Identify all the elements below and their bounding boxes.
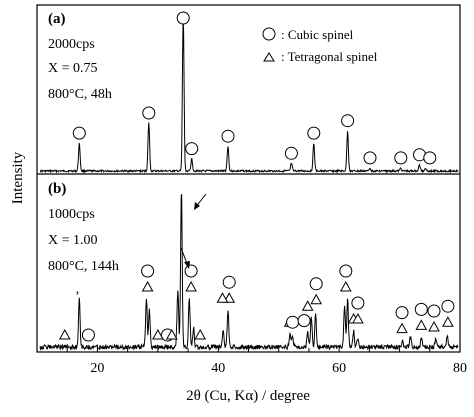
cubic-marker-circle-icon [221,129,235,143]
cubic-marker-circle-icon [286,315,300,329]
y-axis-title: Intensity [10,151,26,204]
tetragonal-marker-triangle-icon [216,292,229,303]
panel-a-tag: (a) [48,11,66,27]
x-tick-label: 20 [90,361,104,376]
cubic-marker-circle-icon [427,304,441,318]
tetragonal-marker-triangle-icon [185,280,197,292]
cubic-marker-circle-icon [341,114,355,128]
arrows-panel-b [180,193,207,269]
tetragonal-marker-triangle-icon [301,300,314,311]
tetragonal-marker-triangle-icon [58,328,71,340]
tetragonal-marker-triangle-icon [352,312,364,324]
cubic-marker-circle-icon [441,299,455,313]
tetragonal-marker-triangle-icon [310,293,323,305]
cubic-marker-circle-icon [142,106,156,120]
tetragonal-marker-triangle-icon [428,320,440,332]
cubic-marker-circle-icon [363,151,377,165]
markers-panel-a [72,11,437,165]
x-axis-title: 2θ (Cu, Kα) / degree [186,388,310,404]
cubic-marker-circle-icon [414,302,428,316]
legend-triangle-icon [263,52,275,62]
cubic-marker-circle-icon [141,264,155,278]
cubic-marker-circle-icon [297,314,311,328]
cubic-marker-circle-icon [309,277,323,291]
legend-circle-icon [262,27,276,41]
panel-a-note-2: X = 0.75 [48,61,98,76]
legend-cubic-label: : Cubic spinel [281,27,354,42]
tetragonal-marker-triangle-icon [442,316,454,327]
cubic-marker-circle-icon [185,142,199,156]
tetragonal-marker-triangle-icon [396,322,408,334]
panel-a-note-1: 2000cps [48,37,95,52]
tetragonal-marker-triangle-icon [339,280,352,292]
spectrum-a-line [39,17,459,174]
panel-b-note-3: 800°C, 144h [48,259,119,274]
legend-tetragonal-label: : Tetragonal spinel [281,49,378,64]
cubic-marker-circle-icon [284,146,298,160]
cubic-marker-circle-icon [394,151,408,165]
cubic-marker-circle-icon [81,328,95,342]
cubic-marker-circle-icon [307,126,321,140]
panel-b-note-1: 1000cps [48,207,95,222]
markers-panel-b: , [58,264,455,342]
x-tick-label: 40 [211,361,225,376]
cubic-marker-circle-icon [184,264,198,278]
arrowhead-tetragonal [194,202,200,210]
cubic-marker-circle-icon [222,275,236,289]
panel-b-tag: (b) [48,181,66,197]
cubic-marker-circle-icon [72,126,86,140]
x-tick-label: 60 [332,361,346,376]
cubic-marker-circle-icon [395,306,409,320]
panel-a-note-3: 800°C, 48h [48,87,112,102]
cubic-marker-circle-icon [423,151,437,165]
arrowhead-cubic [184,261,190,269]
tetragonal-marker-triangle-icon [194,328,207,340]
tetragonal-marker-triangle-icon [415,319,428,330]
tetragonal-marker-triangle-icon [141,280,154,292]
cubic-marker-circle-icon [339,264,353,278]
tetragonal-marker-triangle-icon [152,328,164,340]
panel-b-note-2: X = 1.00 [48,233,98,248]
spectrum-b-line [39,194,459,351]
cubic-marker-circle-icon [176,11,190,25]
legend: : Cubic spinel : Tetragonal spinel [262,27,378,64]
marker-separator: , [76,282,80,297]
x-axis-ticks: 20 40 60 80 [36,345,467,376]
plot-frame [36,4,461,353]
tetragonal-marker-triangle-icon [165,328,178,340]
cubic-marker-circle-icon [351,296,365,310]
x-tick-label: 80 [453,361,467,376]
